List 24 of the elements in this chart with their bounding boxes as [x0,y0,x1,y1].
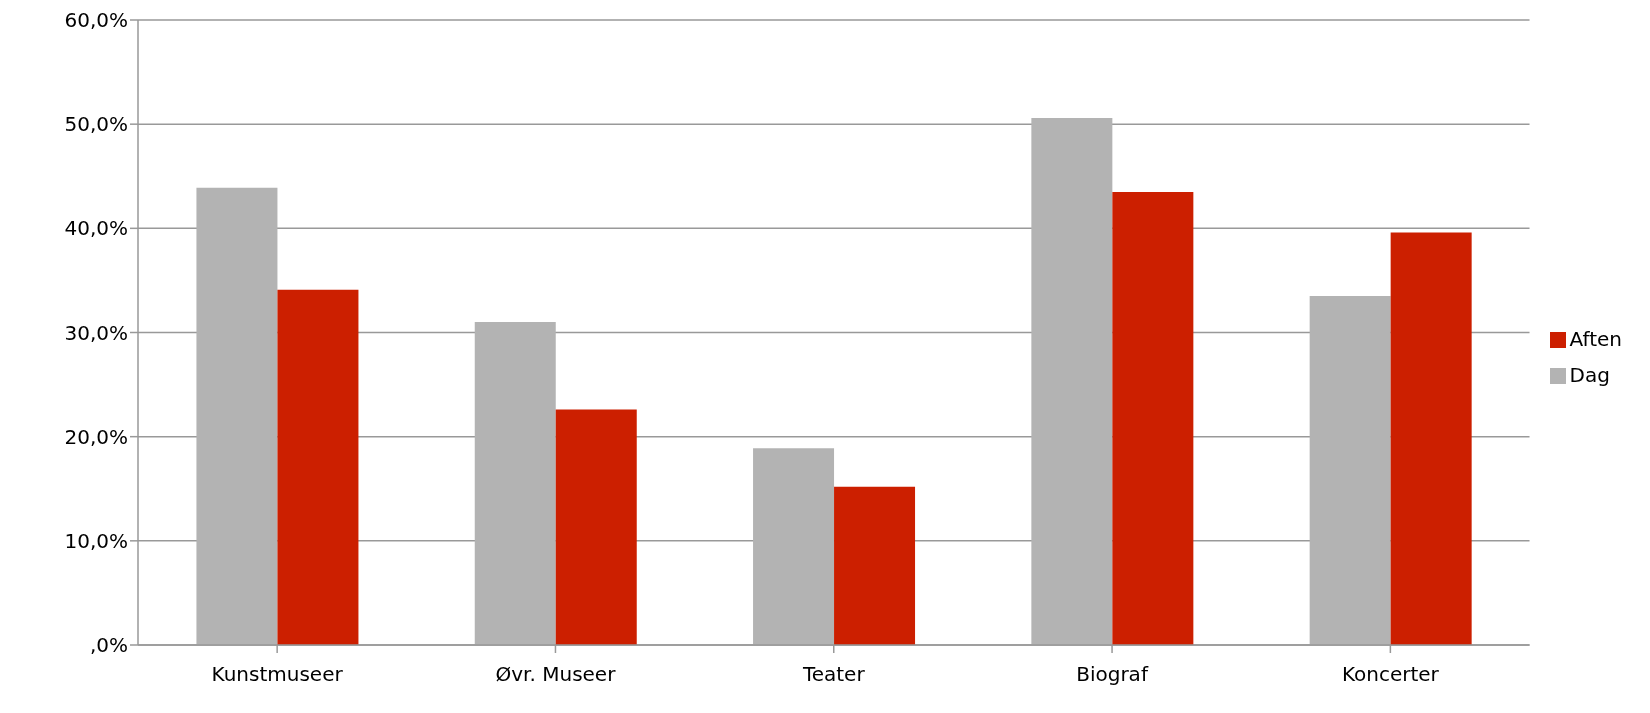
bar [277,289,359,645]
y-tick-label: 30,0% [64,320,128,345]
bar [1309,296,1391,645]
bar [474,322,556,645]
bar [196,187,278,645]
y-tick-label: 40,0% [64,216,128,241]
bar [834,486,916,645]
bar [555,409,637,645]
x-tick-label: Teater [801,662,866,687]
x-tick-label: Koncerter [1341,662,1440,687]
y-tick-label: ,0% [89,633,128,658]
y-tick-label: 50,0% [64,112,128,137]
legend-label: Dag [1569,362,1610,387]
bar [1031,117,1113,645]
bar [1390,232,1472,645]
x-tick-label: Biograf [1076,662,1149,687]
y-tick-label: 10,0% [64,528,128,553]
x-tick-label: Øvr. Museer [495,662,617,687]
y-tick-label: 20,0% [64,424,128,449]
x-tick-label: Kunstmuseer [211,662,344,687]
legend-label: Aften [1569,326,1622,351]
bar [753,448,835,645]
y-tick-label: 60,0% [64,8,128,33]
bar [1112,191,1194,645]
